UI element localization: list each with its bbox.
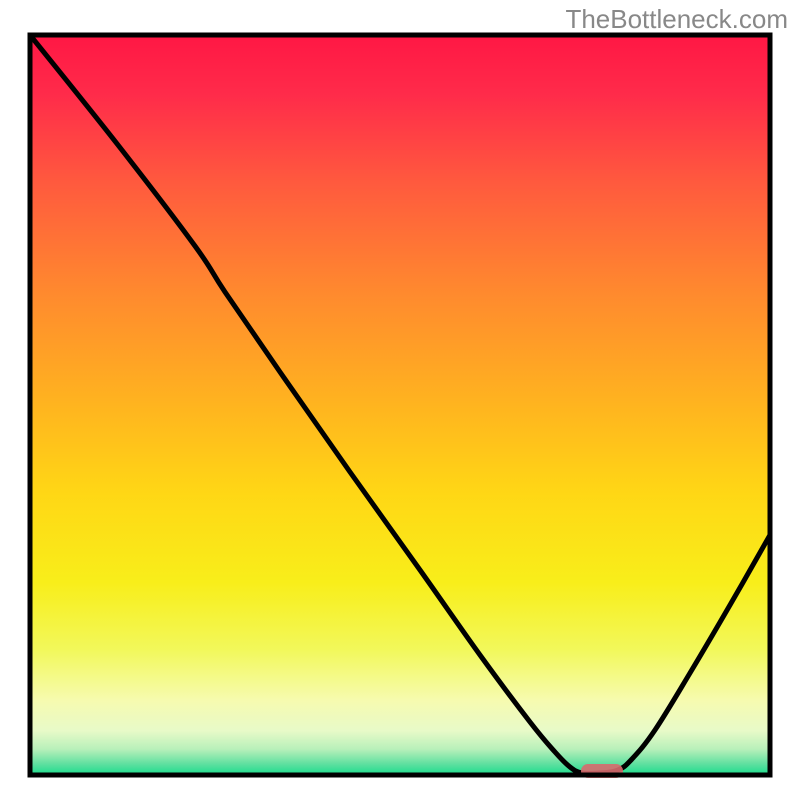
gradient-background bbox=[30, 35, 770, 775]
bottleneck-chart bbox=[0, 0, 800, 800]
watermark-text: TheBottleneck.com bbox=[565, 4, 788, 35]
plot-area bbox=[30, 35, 770, 778]
chart-container: TheBottleneck.com bbox=[0, 0, 800, 800]
